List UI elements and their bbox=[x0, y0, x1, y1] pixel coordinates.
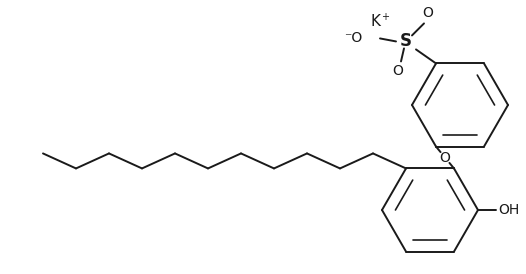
Text: O: O bbox=[440, 150, 450, 164]
Text: ⁻O: ⁻O bbox=[344, 32, 362, 45]
Text: K: K bbox=[370, 15, 380, 30]
Text: OH: OH bbox=[498, 203, 519, 217]
Text: S: S bbox=[400, 32, 412, 50]
Text: +: + bbox=[381, 12, 389, 22]
Text: O: O bbox=[422, 6, 433, 21]
Text: O: O bbox=[392, 64, 403, 78]
